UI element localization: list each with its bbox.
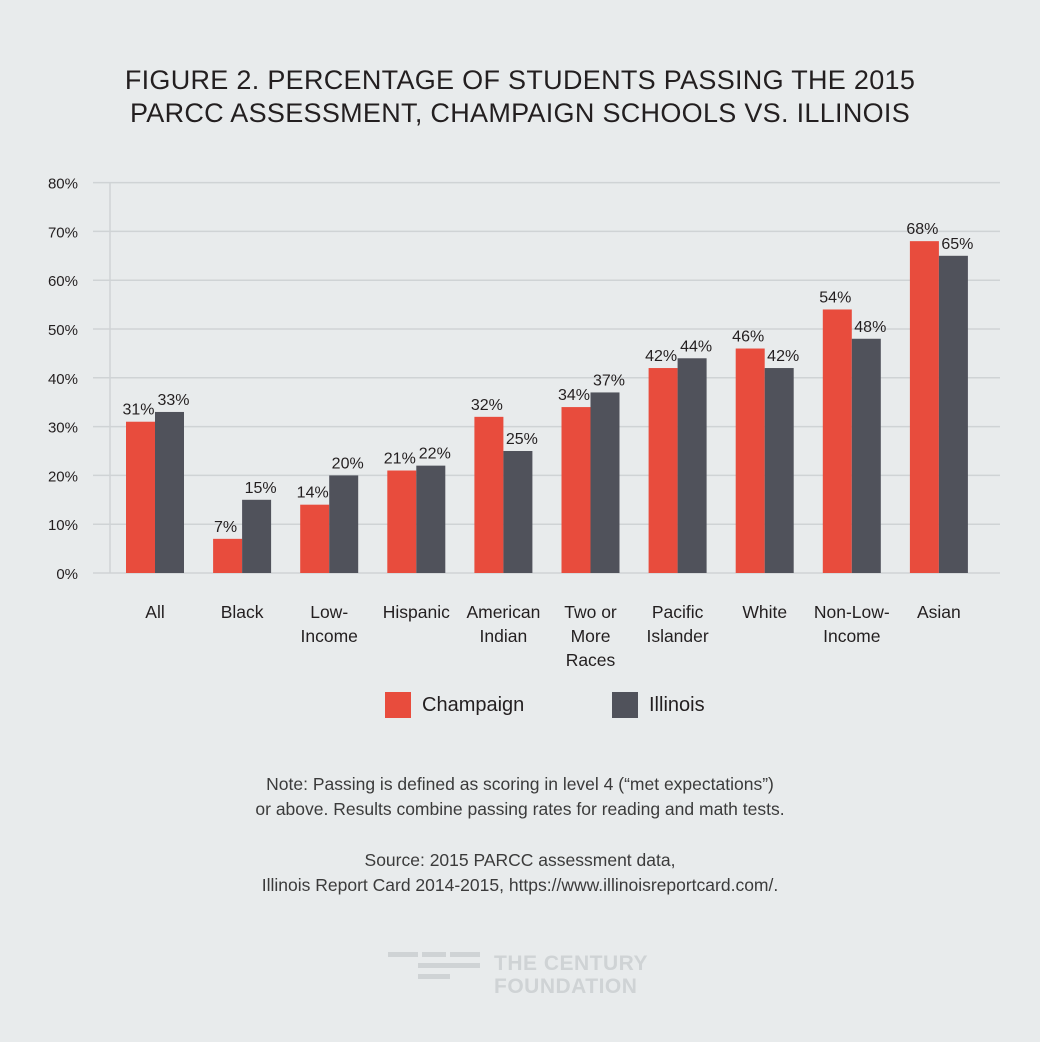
x-tick-label: Indian — [480, 626, 528, 646]
bar-illinois — [416, 465, 446, 573]
bar-champaign — [387, 470, 417, 573]
x-tick-label: Hispanic — [383, 602, 450, 622]
data-label-illinois: 25% — [506, 431, 538, 448]
bar-champaign — [822, 309, 852, 573]
data-label-champaign: 7% — [214, 519, 237, 536]
bar-champaign — [300, 504, 330, 573]
source-line-2: Illinois Report Card 2014-2015, https://… — [261, 875, 779, 895]
y-tick-label: 40% — [48, 371, 78, 388]
data-label-illinois: 48% — [854, 319, 886, 336]
data-label-champaign: 31% — [122, 402, 154, 419]
bar-illinois — [677, 358, 707, 573]
x-tick-label: Races — [566, 650, 616, 670]
bar-illinois — [851, 338, 881, 573]
data-label-champaign: 68% — [906, 221, 938, 238]
legend-item-champaign: Champaign — [385, 692, 524, 718]
y-tick-label: 80% — [48, 176, 78, 193]
x-tick-label: Two or — [564, 602, 617, 622]
chart-title-line-1: FIGURE 2. PERCENTAGE OF STUDENTS PASSING… — [124, 65, 916, 95]
data-label-champaign: 21% — [384, 451, 416, 468]
data-label-illinois: 37% — [593, 372, 625, 389]
bar-illinois — [242, 499, 272, 573]
x-tick-label: Income — [823, 626, 880, 646]
y-tick-label: 10% — [48, 517, 78, 534]
century-foundation-wordmark: THE CENTURY FOUNDATION — [494, 952, 648, 998]
brand-line-1: THE CENTURY — [494, 952, 649, 975]
legend-swatch-illinois — [612, 692, 638, 718]
y-tick-label: 20% — [48, 468, 78, 485]
x-tick-label: Black — [221, 602, 264, 622]
data-label-champaign: 32% — [471, 397, 503, 414]
bar-champaign — [213, 538, 243, 573]
bar-illinois — [590, 392, 620, 573]
legend-swatch-champaign — [385, 692, 411, 718]
data-label-illinois: 42% — [767, 348, 799, 365]
data-label-champaign: 42% — [645, 348, 677, 365]
data-label-illinois: 15% — [245, 480, 277, 497]
chart-title-line-2: PARCC ASSESSMENT, CHAMPAIGN SCHOOLS VS. … — [129, 98, 911, 128]
bar-champaign — [735, 348, 765, 573]
brand-line-2: FOUNDATION — [494, 975, 638, 998]
y-tick-label: 30% — [48, 420, 78, 437]
data-label-champaign: 54% — [819, 289, 851, 306]
x-tick-label: American — [466, 602, 540, 622]
y-tick-label: 60% — [48, 273, 78, 290]
legend-label-champaign: Champaign — [422, 693, 525, 716]
x-tick-label: All — [145, 602, 164, 622]
data-label-illinois: 22% — [419, 446, 451, 463]
bar-illinois — [329, 475, 359, 573]
bar-illinois — [503, 451, 533, 573]
data-label-illinois: 20% — [332, 455, 364, 472]
century-foundation-logo-icon — [388, 952, 480, 979]
bar-chart: 0% 10% 20% 30% 40% 50% 60% 70% 80% 31%33% All 7% 15%… — [48, 176, 1000, 670]
bar-champaign — [126, 421, 155, 573]
bar-illinois — [938, 255, 968, 574]
x-tick-label: Low- — [310, 602, 348, 622]
x-tick-label: Non-Low- — [814, 602, 890, 622]
note-line-2: or above. Results combine passing rates … — [255, 799, 785, 819]
y-tick-label: 0% — [56, 566, 78, 583]
x-tick-label: Asian — [917, 602, 961, 622]
source-line-1: Source: 2015 PARCC assessment data, — [364, 850, 676, 870]
chart-legend: Champaign Illinois — [0, 692, 1040, 722]
data-label-illinois: 65% — [941, 236, 973, 253]
chart-note: Note: Passing is defined as scoring in l… — [0, 772, 1040, 822]
note-line-1: Note: Passing is defined as scoring in l… — [266, 774, 774, 794]
chart-source: Source: 2015 PARCC assessment data, Illi… — [0, 848, 1040, 898]
x-tick-label: Income — [301, 626, 358, 646]
bar-champaign — [648, 368, 678, 573]
bar-champaign — [561, 407, 591, 573]
data-label-champaign: 34% — [558, 387, 590, 404]
data-label-champaign: 46% — [732, 329, 764, 346]
x-tick-label: Pacific — [652, 602, 704, 622]
y-tick-label: 50% — [48, 322, 78, 339]
x-tick-label: White — [742, 602, 787, 622]
data-label-illinois: 33% — [157, 392, 189, 409]
x-tick-label: Islander — [646, 626, 708, 646]
x-tick-label: More — [571, 626, 611, 646]
data-label-champaign: 14% — [297, 485, 329, 502]
bar-illinois — [764, 368, 794, 573]
century-foundation-logo: THE CENTURY FOUNDATION — [388, 952, 668, 998]
bar-illinois — [155, 411, 184, 573]
legend-item-illinois: Illinois — [612, 692, 705, 718]
y-tick-label: 70% — [48, 224, 78, 241]
bar-champaign — [474, 416, 504, 573]
bar-champaign — [909, 241, 939, 573]
chart-title: FIGURE 2. PERCENTAGE OF STUDENTS PASSING… — [0, 64, 1040, 130]
legend-label-illinois: Illinois — [649, 693, 705, 716]
data-label-illinois: 44% — [680, 338, 712, 355]
